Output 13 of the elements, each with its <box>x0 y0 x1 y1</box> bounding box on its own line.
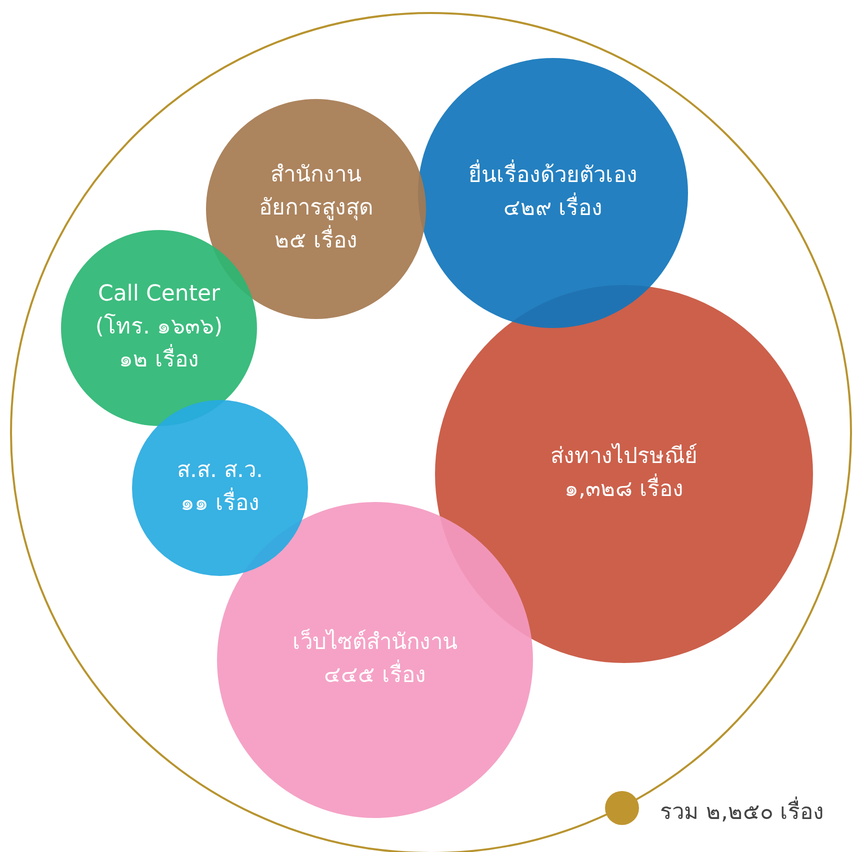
category-label: ส่งทางไปรษณีย์ <box>550 443 698 470</box>
data-label: ๑,๓๒๘ เรื่อง <box>564 473 684 502</box>
text: รวม ๒,๒๕๐ เรื่อง <box>660 796 824 827</box>
data-label: ๔๔๕ เรื่อง <box>324 659 426 688</box>
category-label: Call Center (โทร. ๑๖๓๖) <box>95 282 223 340</box>
category-label: เว็บไซต์สำนักงาน <box>292 627 458 656</box>
data-label: ๑๑ เรื่อง <box>180 487 260 516</box>
data-label: ๔๒๙ เรื่อง <box>504 192 602 222</box>
data-label: ๑๒ เรื่อง <box>119 344 199 373</box>
category-label: สำนักงาน อัยการสูงสุด <box>259 162 373 221</box>
category-label: ส.ส. ส.ว. <box>177 458 263 484</box>
category-label: ยื่นเรื่องด้วยตัวเอง <box>468 159 638 188</box>
data-label: ๒๕ เรื่อง <box>274 224 358 254</box>
